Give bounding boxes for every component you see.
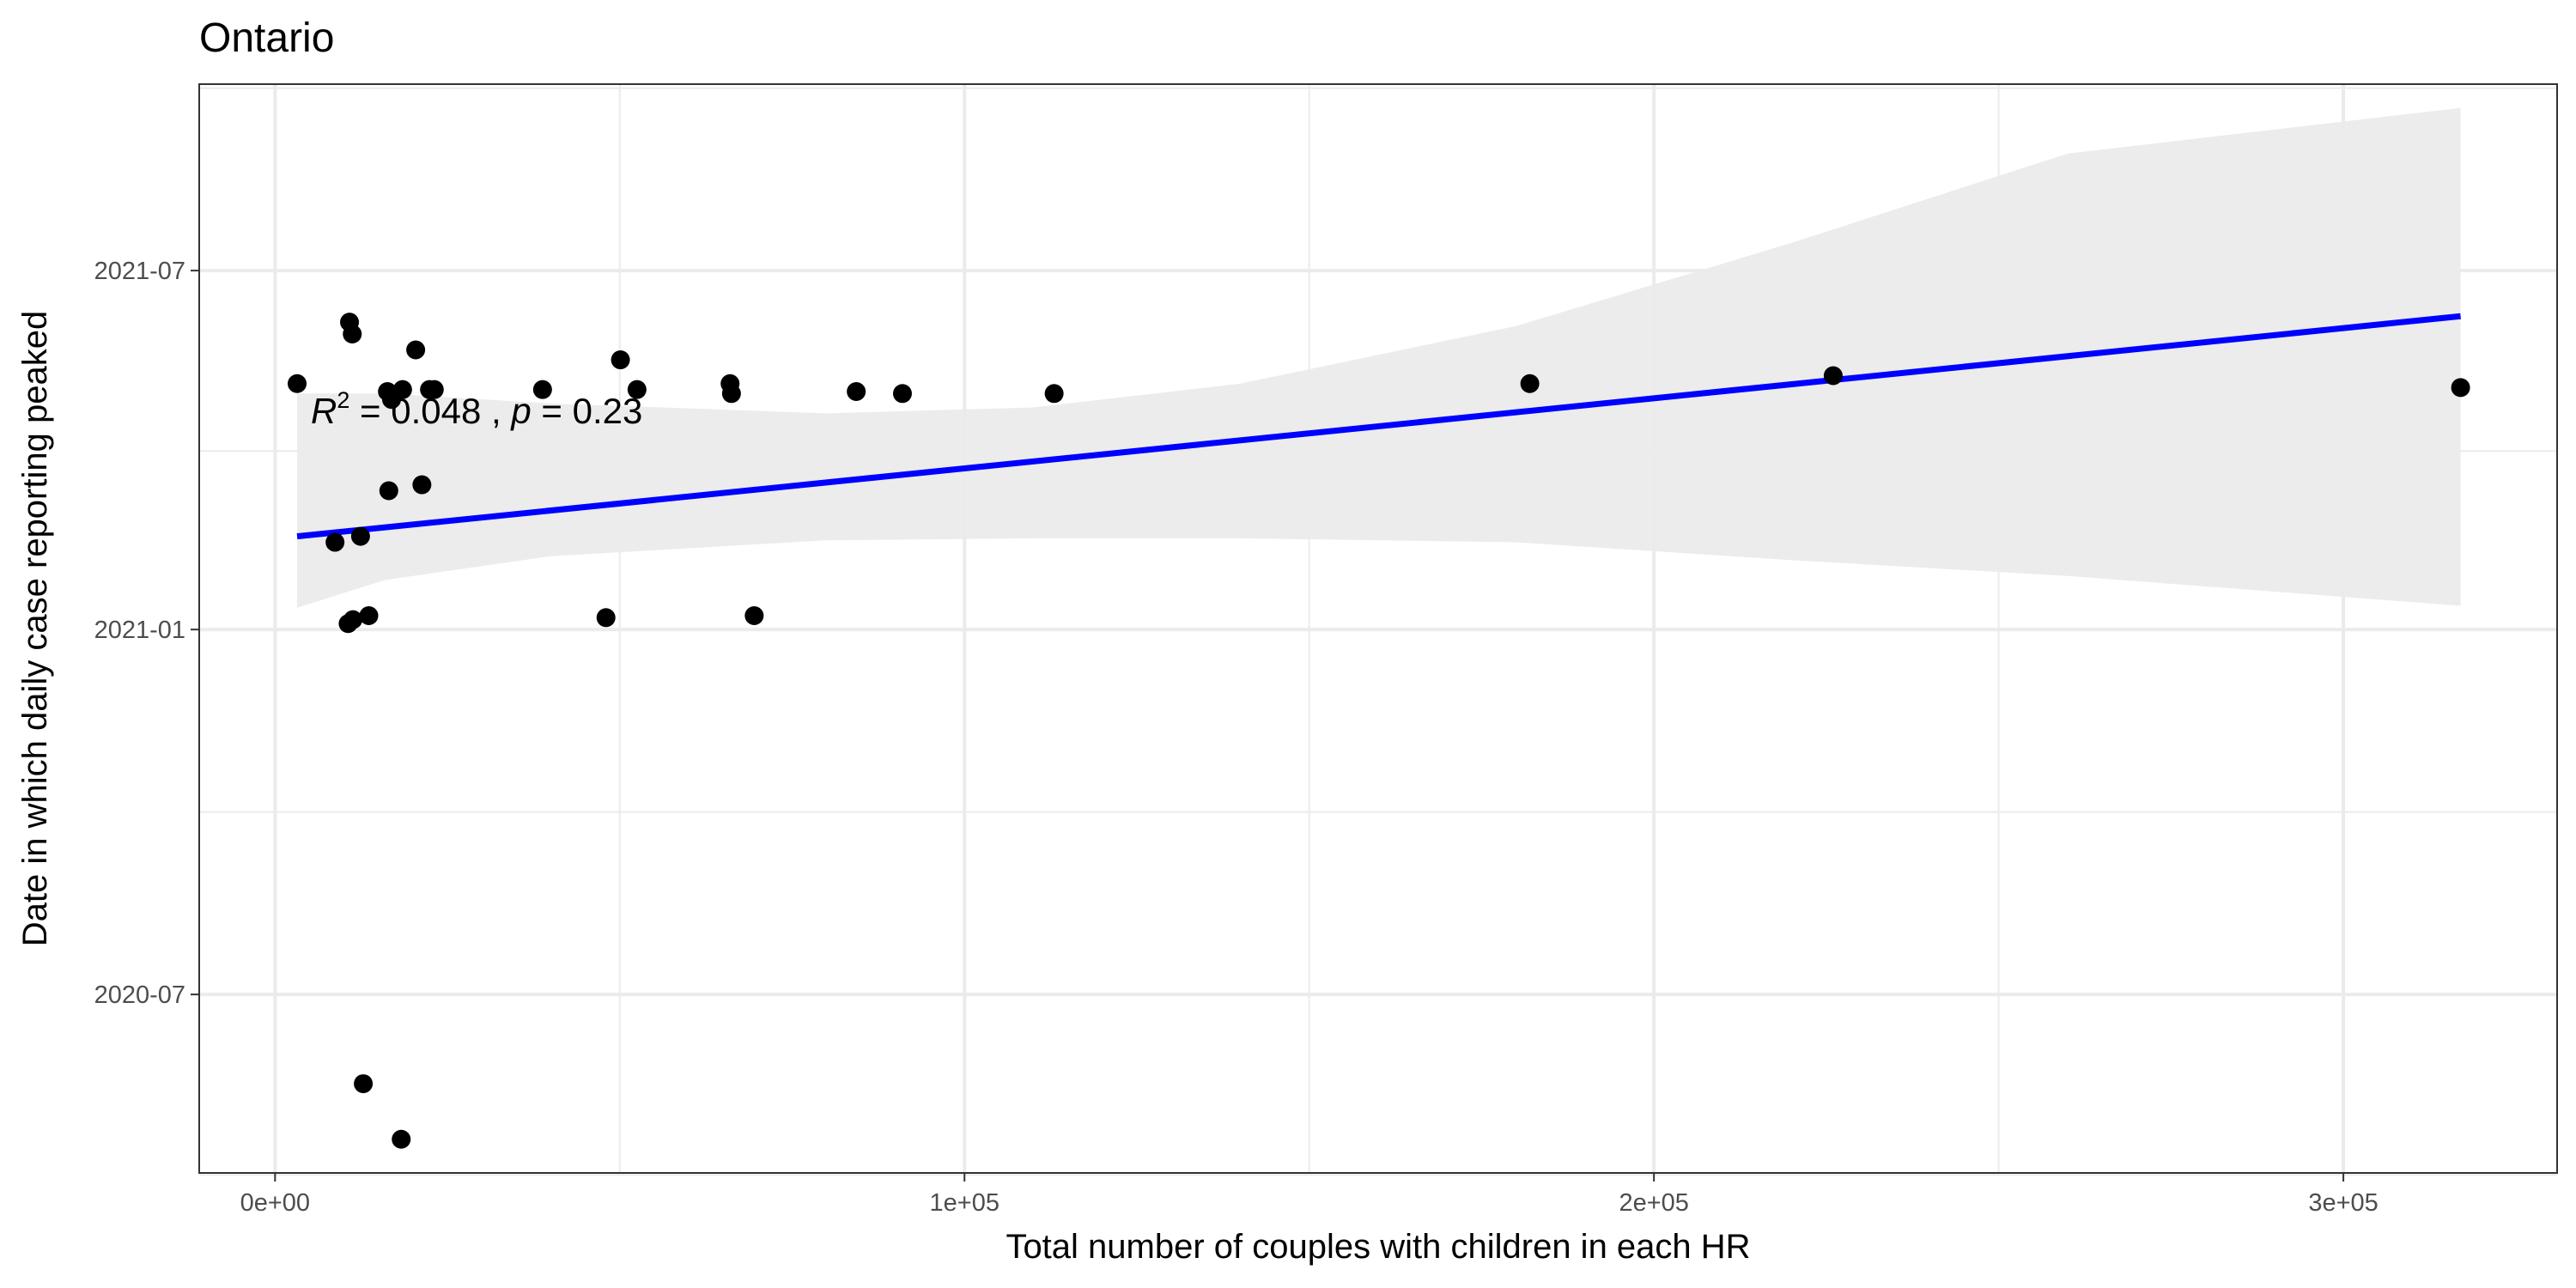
- data-point: [721, 384, 741, 404]
- stat-annotation: R2 = 0.048 , p = 0.23: [311, 387, 642, 431]
- fit-line: [296, 313, 2461, 540]
- data-point: [532, 380, 552, 399]
- data-point: [627, 380, 647, 399]
- x-tick-label: 0e+00: [240, 1189, 310, 1217]
- data-point: [2451, 378, 2470, 398]
- y-tick-label: 2021-01: [94, 617, 185, 644]
- data-point: [343, 325, 362, 344]
- data-point: [892, 384, 912, 404]
- data-point: [424, 380, 444, 399]
- data-point: [847, 381, 866, 401]
- axes-layer: 0e+00 1e+05 2e+05 3e+05 2020-07 2021-01 2021-0…: [94, 258, 2379, 1217]
- data-point: [350, 526, 370, 546]
- annotation-layer: R2 = 0.048 , p = 0.23: [311, 387, 642, 431]
- x-axis-title: Total number of couples with children in…: [1005, 1228, 1750, 1266]
- data-point: [406, 340, 426, 360]
- data-point: [1520, 374, 1540, 393]
- data-point: [412, 475, 432, 495]
- data-point: [392, 1129, 411, 1149]
- data-point: [288, 374, 307, 393]
- p-value: = 0.23: [532, 391, 643, 431]
- y-axis-title: Date in which daily case reporting peake…: [16, 311, 54, 946]
- y-tick-label: 2020-07: [94, 981, 185, 1009]
- data-point: [1823, 366, 1843, 386]
- points-layer: [288, 313, 2470, 1149]
- x-tick-label: 3e+05: [2308, 1189, 2378, 1217]
- r2-value: = 0.048 ,: [349, 391, 511, 431]
- data-point: [325, 532, 345, 552]
- r2-exponent: 2: [337, 387, 349, 413]
- x-tick-label: 2e+05: [1619, 1189, 1688, 1217]
- p-symbol: p: [509, 391, 531, 431]
- data-point: [343, 610, 363, 629]
- r2-symbol: R: [311, 391, 337, 431]
- data-point: [359, 605, 379, 625]
- data-point: [392, 380, 412, 399]
- data-point: [379, 481, 398, 501]
- data-point: [596, 608, 616, 628]
- x-tick-label: 1e+05: [930, 1189, 999, 1217]
- fit-line-layer: [296, 313, 2461, 540]
- data-point: [611, 350, 630, 370]
- data-point: [744, 605, 764, 625]
- plot-title: Ontario: [199, 15, 334, 61]
- data-point: [1044, 384, 1064, 404]
- panel-border: [198, 83, 2558, 1174]
- y-tick-label: 2021-07: [94, 258, 185, 285]
- data-point: [354, 1074, 374, 1094]
